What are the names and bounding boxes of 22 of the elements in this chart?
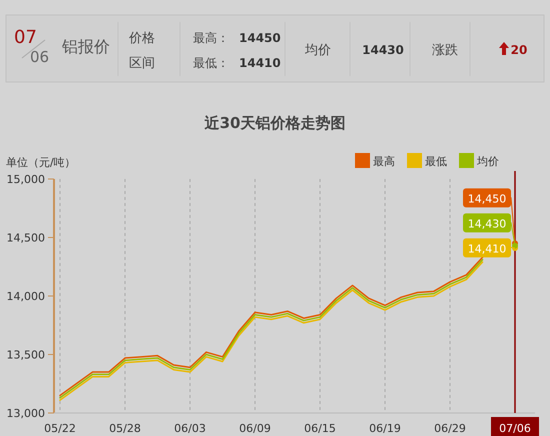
y-tick-label: 14,000 <box>6 290 45 303</box>
legend-label: 均价 <box>476 155 499 168</box>
data-label: 14,450 <box>468 192 506 206</box>
x-tick-label: 06/29 <box>434 422 466 435</box>
x-tick-label: 07/06 <box>499 422 531 435</box>
header-card: 07 06 铝报价 价格 区间 最高： 14450 最低： 14410 均价 14430 涨跌 20 <box>6 14 544 82</box>
x-tick-label: 06/03 <box>174 422 206 435</box>
y-tick-label: 13,000 <box>6 407 45 420</box>
legend-label: 最高 <box>373 155 395 168</box>
chart-title: 近30天铝价格走势图 <box>204 114 346 132</box>
y-tick-label: 13,500 <box>6 348 45 362</box>
x-tick-label: 06/15 <box>304 422 336 435</box>
x-tick-label: 06/09 <box>239 422 271 435</box>
data-label: 14,410 <box>468 242 506 256</box>
x-tick-label: 05/28 <box>109 422 141 435</box>
data-label: 14,430 <box>468 217 506 230</box>
x-tick-label: 05/22 <box>44 422 76 435</box>
y-tick-label: 14,500 <box>6 232 45 244</box>
y-axis-title: 单位（元/吨） <box>6 156 76 169</box>
x-tick-label: 06/19 <box>369 422 401 435</box>
legend-label: 最低 <box>425 155 447 168</box>
y-tick-label: 15,000 <box>6 173 45 186</box>
